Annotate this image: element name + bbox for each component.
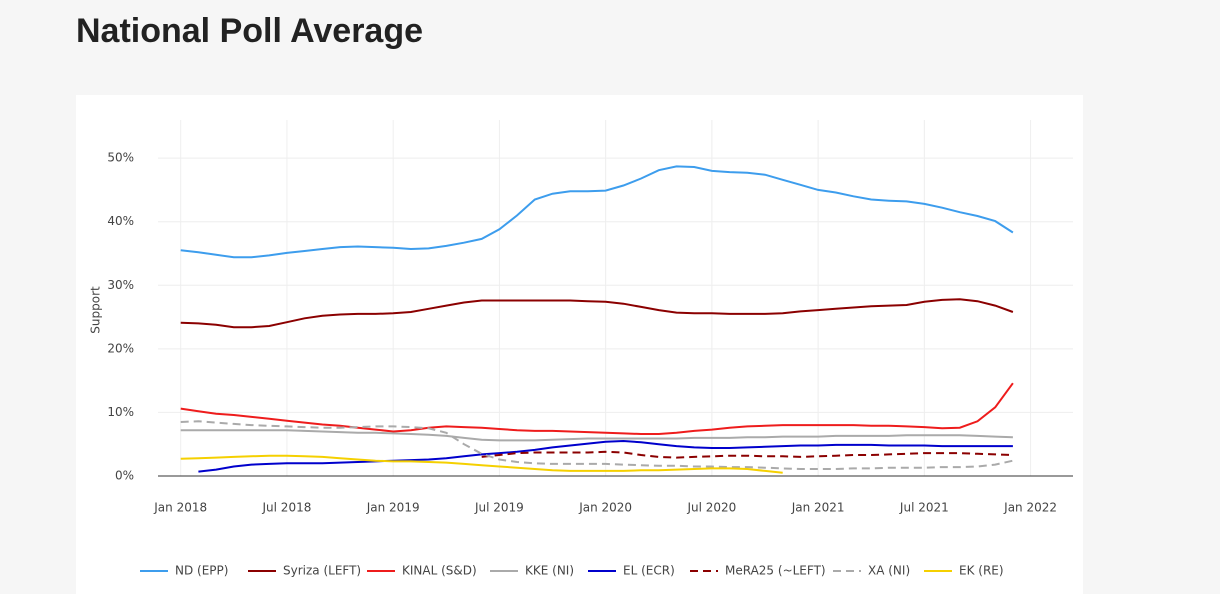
- legend-label: Syriza (LEFT): [283, 564, 361, 578]
- legend-label: XA (NI): [868, 564, 910, 578]
- series-line: [180, 420, 1014, 470]
- x-tick-label: Jul 2020: [686, 501, 736, 515]
- x-tick-label: Jul 2019: [474, 501, 524, 515]
- x-tick-label: Jul 2018: [262, 501, 312, 515]
- series-line: [180, 429, 1013, 442]
- legend-label: EL (ECR): [623, 564, 675, 578]
- legend-label: EK (RE): [959, 564, 1004, 578]
- chart-title: National Poll Average: [76, 12, 424, 50]
- legend-label: KINAL (S&D): [402, 564, 477, 578]
- series-line: [198, 439, 1013, 473]
- series-line: [180, 454, 783, 474]
- legend-label: ND (EPP): [175, 564, 228, 578]
- x-tick-label: Jul 2021: [899, 501, 949, 515]
- y-tick-label: 0%: [115, 469, 134, 483]
- y-axis-title: Support: [89, 286, 103, 334]
- y-tick-label: 30%: [107, 278, 134, 292]
- series-line: [180, 298, 1014, 329]
- y-tick-label: 20%: [107, 341, 134, 355]
- x-tick-label: Jan 2019: [366, 501, 420, 515]
- x-tick-label: Jan 2021: [791, 501, 845, 515]
- y-tick-label: 50%: [107, 151, 134, 165]
- series-line: [180, 382, 1014, 435]
- x-tick-label: Jan 2022: [1003, 501, 1057, 515]
- series-line: [481, 450, 1013, 459]
- legend-label: KKE (NI): [525, 564, 574, 578]
- panel: [76, 95, 1083, 594]
- legend-label: MeRA25 (~LEFT): [725, 564, 826, 578]
- x-tick-label: Jan 2020: [578, 501, 632, 515]
- y-tick-label: 10%: [107, 405, 134, 419]
- y-tick-label: 40%: [107, 214, 134, 228]
- series-line: [180, 165, 1014, 259]
- x-tick-label: Jan 2018: [153, 501, 207, 515]
